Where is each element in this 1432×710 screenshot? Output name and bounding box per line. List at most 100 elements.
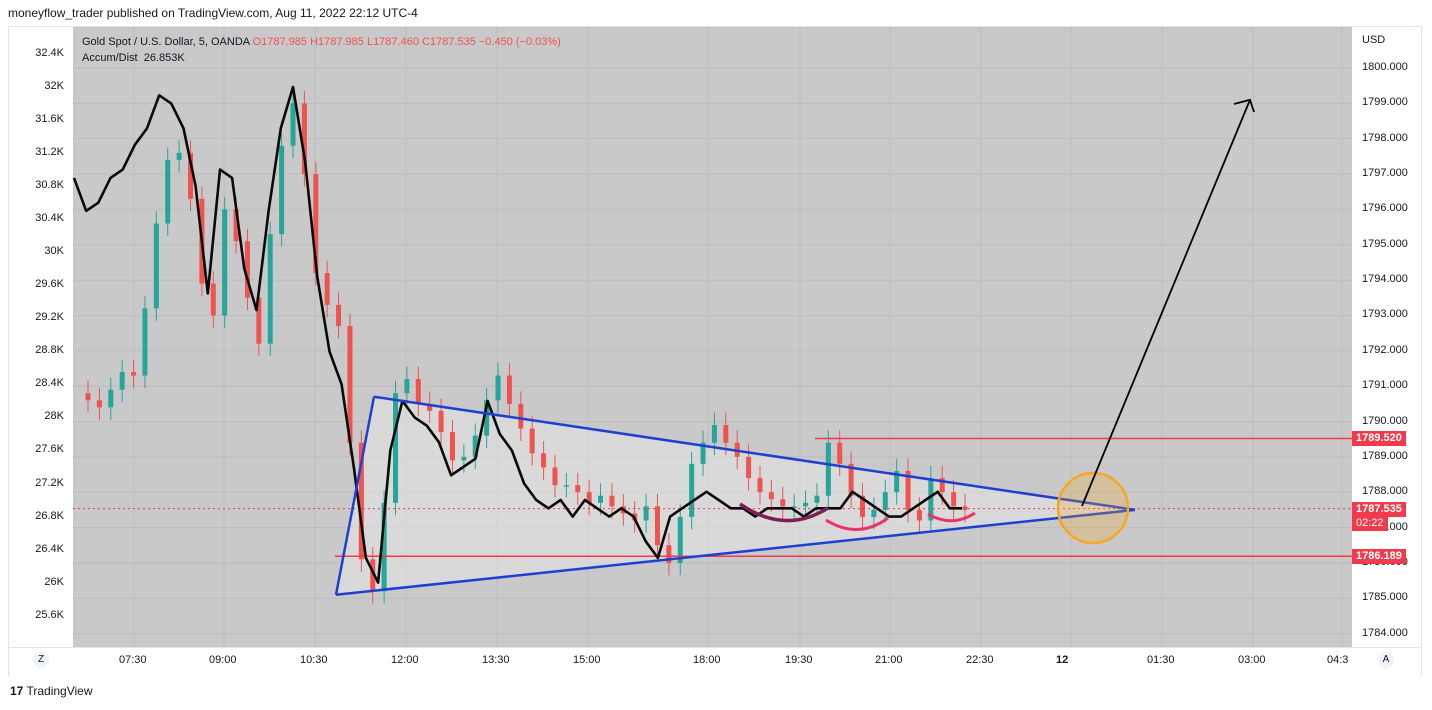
time-tick-label: 13:30 bbox=[482, 654, 510, 666]
candle-body bbox=[472, 435, 478, 457]
price-axis[interactable] bbox=[1352, 27, 1421, 647]
candle-body bbox=[222, 209, 228, 316]
candle-body bbox=[404, 379, 410, 394]
handle-arc-2 bbox=[927, 511, 976, 523]
countdown-tag: 02:22 bbox=[1352, 516, 1388, 531]
handle-arc-1 bbox=[825, 516, 889, 531]
publisher-line: moneyflow_trader published on TradingVie… bbox=[8, 6, 418, 20]
ad-tick-label: 28.4K bbox=[35, 377, 64, 390]
target-arrow bbox=[1081, 99, 1251, 507]
candle-body bbox=[803, 502, 809, 507]
triangle-left-side bbox=[334, 396, 376, 595]
candle-body bbox=[552, 467, 558, 486]
ad-tick-label: 30K bbox=[44, 245, 64, 258]
ad-tick-label: 32.4K bbox=[35, 47, 64, 59]
price-tick-label: 1790.000 bbox=[1362, 414, 1408, 427]
candle-body bbox=[711, 425, 717, 443]
candle-body bbox=[381, 502, 387, 592]
candle-body bbox=[962, 506, 968, 510]
price-tick-label: 1792.000 bbox=[1362, 343, 1408, 356]
candle-body bbox=[916, 509, 922, 521]
candle-body bbox=[244, 241, 250, 298]
candle-body bbox=[654, 506, 660, 546]
auto-scale-button[interactable]: A bbox=[1378, 652, 1394, 668]
left-axis[interactable] bbox=[9, 27, 73, 647]
time-tick-label: 01:30 bbox=[1147, 654, 1175, 666]
candle-body bbox=[347, 326, 353, 443]
candle-body bbox=[768, 492, 774, 500]
resistance-price-tag: 1789.520 bbox=[1352, 431, 1406, 446]
candle-body bbox=[791, 506, 797, 508]
candle-body bbox=[336, 304, 342, 327]
candle-body bbox=[871, 509, 877, 517]
candle-body bbox=[677, 516, 683, 563]
candle-body bbox=[233, 209, 239, 242]
cup-arc bbox=[739, 502, 829, 523]
accum-dist-line bbox=[72, 85, 962, 584]
candle-body bbox=[142, 308, 148, 376]
auto-scale-left-button[interactable]: Z bbox=[33, 652, 49, 668]
ad-tick-label: 28K bbox=[44, 410, 64, 423]
time-tick-label: 03:00 bbox=[1238, 654, 1266, 666]
ad-tick-label: 27.2K bbox=[35, 476, 64, 489]
ad-tick-label: 26.4K bbox=[35, 542, 64, 555]
candle-body bbox=[951, 492, 957, 507]
candle-body bbox=[301, 103, 307, 175]
time-tick-label: 22:30 bbox=[966, 654, 994, 666]
candle-body bbox=[837, 442, 843, 464]
candle-body bbox=[928, 478, 934, 521]
candle-body bbox=[666, 545, 672, 563]
candle-body bbox=[188, 152, 194, 199]
time-tick-label: 18:00 bbox=[693, 654, 721, 666]
price-tick-label: 1789.000 bbox=[1362, 449, 1408, 462]
candle-body bbox=[700, 442, 706, 464]
candle-body bbox=[484, 400, 490, 436]
candle-body bbox=[461, 456, 467, 461]
candle-body bbox=[267, 234, 273, 344]
candle-body bbox=[518, 403, 524, 429]
triangle-upper-line bbox=[373, 395, 1136, 512]
candle-body bbox=[290, 103, 296, 146]
breakout-circle bbox=[1056, 471, 1130, 545]
candle-body bbox=[85, 393, 91, 401]
time-tick-label: 04:3 bbox=[1327, 654, 1349, 666]
candle-body bbox=[176, 152, 182, 160]
time-tick-label: 07:30 bbox=[119, 654, 147, 666]
ad-tick-label: 26K bbox=[44, 575, 64, 588]
current-price-tag: 1787.535 bbox=[1352, 502, 1406, 517]
candle-body bbox=[119, 372, 125, 390]
candle-body bbox=[506, 375, 512, 404]
time-tick-label: 09:00 bbox=[209, 654, 237, 666]
candle-body bbox=[723, 425, 729, 443]
candle-body bbox=[131, 372, 137, 376]
ad-tick-label: 29.2K bbox=[35, 311, 64, 324]
price-tick-label: 1795.000 bbox=[1362, 237, 1408, 250]
candle-body bbox=[689, 463, 695, 517]
candle-body bbox=[529, 428, 535, 454]
target-arrow-head bbox=[1233, 98, 1255, 113]
ad-tick-label: 27.6K bbox=[35, 443, 64, 456]
candle-body bbox=[495, 375, 501, 401]
candle-body bbox=[814, 495, 820, 503]
candle-body bbox=[575, 485, 581, 493]
price-tick-label: 1784.000 bbox=[1362, 626, 1408, 639]
price-tick-label: 1798.000 bbox=[1362, 131, 1408, 144]
candle-body bbox=[905, 470, 911, 510]
candle-body bbox=[449, 432, 455, 461]
time-tick-label: 19:30 bbox=[785, 654, 813, 666]
ad-tick-label: 28.8K bbox=[35, 344, 64, 357]
support-price-tag: 1786.189 bbox=[1352, 549, 1406, 564]
candle-body bbox=[153, 223, 159, 309]
candle-body bbox=[96, 400, 102, 408]
legend-indicator-name: Accum/Dist bbox=[82, 52, 138, 64]
candle-body bbox=[894, 470, 900, 493]
candle-body bbox=[427, 403, 433, 411]
candle-body bbox=[882, 492, 888, 510]
price-tick-label: 1797.000 bbox=[1362, 167, 1408, 180]
candle-body bbox=[256, 297, 262, 344]
candle-body bbox=[313, 174, 319, 274]
time-axis[interactable] bbox=[9, 647, 1421, 676]
candle-body bbox=[165, 159, 171, 224]
price-tick-label: 1793.000 bbox=[1362, 308, 1408, 321]
